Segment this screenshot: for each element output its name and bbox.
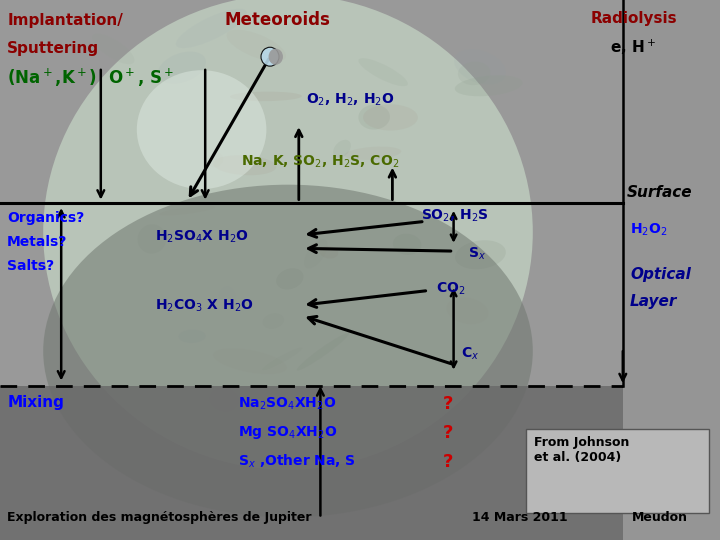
- Ellipse shape: [458, 62, 490, 85]
- Text: Radiolysis: Radiolysis: [590, 11, 677, 26]
- Text: H$_2$CO$_3$ X H$_2$O: H$_2$CO$_3$ X H$_2$O: [155, 298, 253, 314]
- Ellipse shape: [297, 333, 349, 370]
- Ellipse shape: [219, 286, 235, 308]
- Ellipse shape: [159, 206, 215, 215]
- Text: S$_x$: S$_x$: [468, 246, 486, 262]
- Ellipse shape: [176, 9, 247, 48]
- Ellipse shape: [320, 246, 338, 259]
- Text: ?: ?: [443, 424, 453, 442]
- Text: ?: ?: [443, 395, 453, 413]
- Text: Organics?: Organics?: [7, 211, 84, 225]
- Text: CO$_2$: CO$_2$: [436, 281, 465, 297]
- Text: Surface: Surface: [626, 185, 692, 200]
- Text: 14 Mars 2011: 14 Mars 2011: [472, 511, 567, 524]
- Ellipse shape: [263, 313, 284, 329]
- FancyBboxPatch shape: [623, 0, 720, 540]
- Ellipse shape: [269, 49, 283, 65]
- Text: Meudon: Meudon: [631, 511, 688, 524]
- Ellipse shape: [227, 30, 286, 62]
- Text: Na, K, SO$_2$, H$_2$S, CO$_2$: Na, K, SO$_2$, H$_2$S, CO$_2$: [241, 154, 400, 170]
- Ellipse shape: [138, 224, 166, 254]
- Ellipse shape: [276, 268, 304, 289]
- Ellipse shape: [43, 0, 533, 470]
- Ellipse shape: [359, 105, 390, 130]
- Text: Optical: Optical: [630, 267, 691, 282]
- Text: Na$_2$SO$_4$XH$_2$O: Na$_2$SO$_4$XH$_2$O: [238, 395, 336, 411]
- Ellipse shape: [43, 185, 533, 517]
- Text: From Johnson
et al. (2004): From Johnson et al. (2004): [534, 436, 629, 464]
- Ellipse shape: [92, 33, 135, 64]
- Ellipse shape: [230, 92, 302, 101]
- Text: Metals?: Metals?: [7, 235, 68, 249]
- Text: C$_x$: C$_x$: [461, 346, 479, 362]
- Text: Exploration des magnétosphères de Jupiter: Exploration des magnétosphères de Jupite…: [7, 511, 312, 524]
- Text: Meteoroids: Meteoroids: [224, 11, 330, 29]
- Text: O$_2$, H$_2$, H$_2$O: O$_2$, H$_2$, H$_2$O: [306, 92, 395, 108]
- Ellipse shape: [454, 49, 506, 84]
- Ellipse shape: [393, 234, 421, 255]
- Ellipse shape: [210, 388, 239, 411]
- Text: Salts?: Salts?: [7, 259, 54, 273]
- Ellipse shape: [333, 140, 351, 158]
- Text: ?: ?: [443, 453, 453, 470]
- Text: Mixing: Mixing: [7, 395, 64, 410]
- Text: SO$_2$, H$_2$S: SO$_2$, H$_2$S: [421, 208, 489, 224]
- Text: H$_2$O$_2$: H$_2$O$_2$: [630, 221, 667, 238]
- Ellipse shape: [262, 347, 302, 370]
- Text: Layer: Layer: [630, 294, 678, 309]
- Ellipse shape: [446, 297, 489, 325]
- Ellipse shape: [208, 153, 223, 167]
- Ellipse shape: [455, 240, 506, 269]
- Text: (Na$^+$,K$^+$)  O$^+$, S$^+$: (Na$^+$,K$^+$) O$^+$, S$^+$: [7, 67, 174, 89]
- Text: Sputtering: Sputtering: [7, 40, 99, 56]
- Text: H$_2$SO$_4$X H$_2$O: H$_2$SO$_4$X H$_2$O: [155, 228, 248, 245]
- Text: Mg SO$_4$XH$_2$O: Mg SO$_4$XH$_2$O: [238, 424, 337, 441]
- Text: e, H$^+$: e, H$^+$: [611, 38, 657, 57]
- Text: S$_x$ ,Other Na, S: S$_x$ ,Other Na, S: [238, 453, 356, 470]
- Text: Implantation/: Implantation/: [7, 14, 123, 29]
- FancyBboxPatch shape: [0, 386, 623, 540]
- Ellipse shape: [359, 58, 408, 86]
- Ellipse shape: [304, 239, 328, 268]
- Ellipse shape: [363, 104, 418, 131]
- Ellipse shape: [179, 329, 206, 343]
- Ellipse shape: [213, 155, 276, 176]
- Ellipse shape: [213, 348, 287, 374]
- Ellipse shape: [344, 146, 401, 160]
- Ellipse shape: [455, 75, 523, 96]
- FancyBboxPatch shape: [526, 429, 709, 513]
- Ellipse shape: [158, 51, 206, 84]
- Ellipse shape: [137, 70, 266, 189]
- Ellipse shape: [261, 47, 279, 66]
